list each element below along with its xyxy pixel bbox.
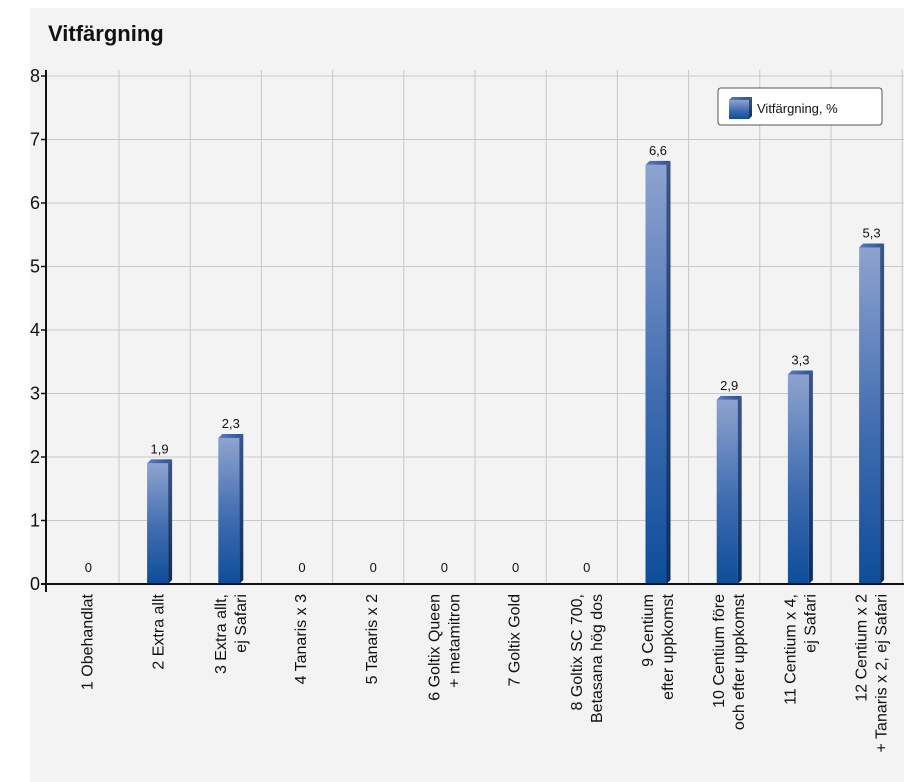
x-tick-label: 7 Goltix Gold [507, 594, 524, 686]
bar-top [859, 243, 885, 248]
bars-group: 0 1,9 2,3 0 0 0 0 0 6,6 2,9 3,3 5,3 [85, 143, 885, 584]
bar-side [168, 459, 173, 584]
bar-top [147, 459, 173, 464]
x-tick-text: 2 Extra allt [151, 593, 168, 669]
x-tick-line: + metamitron [446, 594, 463, 688]
x-tick-text: 4 Tanaris x 3 [293, 594, 310, 685]
x-tick-line: 8 Goltix SC 700, [569, 594, 586, 711]
bar [716, 395, 742, 584]
bar-top [218, 433, 244, 438]
x-tick-label: 9 Centium efter uppkomst [640, 593, 677, 699]
x-tick-line: ej Safari [233, 594, 250, 653]
y-tick-label: 5 [30, 257, 40, 277]
bar [147, 459, 173, 584]
y-tick-label: 3 [30, 384, 40, 404]
data-label: 2,9 [720, 378, 738, 393]
legend: Vitfärgning, % [717, 87, 883, 126]
data-label: 6,6 [649, 143, 667, 158]
x-tick-line: och efter uppkomst [731, 593, 748, 730]
x-tick-text: 9 Centium efter uppkomst [640, 593, 677, 699]
x-tick-line: 5 Tanaris x 2 [364, 594, 381, 685]
bar [859, 243, 885, 584]
x-tick-line: 4 Tanaris x 3 [293, 594, 310, 685]
x-tick-line: 1 Obehandlat [79, 593, 96, 690]
y-tick-label: 4 [30, 320, 40, 340]
data-label: 3,3 [791, 352, 809, 367]
bar [645, 160, 671, 584]
data-label: 2,3 [222, 416, 240, 431]
x-tick-line: 9 Centium [640, 594, 657, 667]
bar-front [859, 247, 881, 584]
x-tick-text: 5 Tanaris x 2 [364, 594, 381, 685]
bar-top [645, 160, 671, 165]
x-tick-line: ej Safari [802, 594, 819, 653]
x-tick-label: 4 Tanaris x 3 [293, 594, 310, 685]
x-tick-text: 12 Centium x 2 + Tanaris x 2, ej Safari [854, 594, 891, 753]
y-tick-label: 7 [30, 130, 40, 150]
x-tick-text: 7 Goltix Gold [507, 594, 524, 686]
x-tick-line: Betasana hög dos [589, 594, 606, 723]
data-label: 5,3 [863, 225, 881, 240]
data-label: 0 [298, 560, 305, 575]
x-tick-label: 11 Centium x 4, ej Safari [782, 594, 819, 705]
x-tick-label: 10 Centium före och efter uppkomst [711, 593, 748, 730]
x-tick-labels: 1 Obehandlat 2 Extra allt 3 Extra allt, ej … [79, 593, 890, 752]
x-tick-line: efter uppkomst [660, 593, 677, 699]
x-tick-text: 11 Centium x 4, ej Safari [782, 594, 819, 705]
data-label: 0 [583, 560, 590, 575]
bar-chart: Vitfärgning 01,92,30 0 0 0 06,62,93,35,3 012… [30, 21, 904, 752]
bar-front [218, 437, 240, 584]
bar-top [716, 395, 742, 400]
gridlines [46, 70, 904, 584]
x-tick-label: 8 Goltix SC 700, Betasana hög dos [569, 594, 606, 723]
bar-front [147, 463, 169, 584]
x-tick-label: 5 Tanaris x 2 [364, 594, 381, 685]
bar [787, 370, 813, 584]
x-tick-line: 11 Centium x 4, [782, 594, 799, 705]
chart-title: Vitfärgning [48, 21, 164, 46]
data-label: 0 [441, 560, 448, 575]
bar-front [645, 164, 667, 584]
bar-side [666, 160, 671, 584]
legend-swatch [729, 97, 752, 119]
legend-label: Vitfärgning, % [757, 101, 838, 116]
data-label: 0 [370, 560, 377, 575]
y-tick-label: 6 [30, 193, 40, 213]
x-tick-text: 8 Goltix SC 700, Betasana hög dos [569, 594, 606, 723]
x-tick-line: 3 Extra allt, [213, 594, 230, 674]
x-tick-label: 12 Centium x 2 + Tanaris x 2, ej Safari [854, 594, 891, 753]
x-tick-label: 3 Extra allt, ej Safari [213, 594, 250, 674]
bar-side [239, 433, 244, 584]
bar-front [787, 374, 809, 584]
y-tick-label: 2 [30, 447, 40, 467]
bar-top [787, 370, 813, 375]
y-tick-label: 8 [30, 66, 40, 86]
x-tick-label: 2 Extra allt [151, 593, 168, 669]
x-tick-text: 10 Centium före och efter uppkomst [711, 593, 748, 730]
bar-side [737, 395, 742, 584]
data-label: 0 [85, 560, 92, 575]
legend-box [717, 87, 883, 126]
bar [218, 433, 244, 584]
data-label: 0 [512, 560, 519, 575]
axes: 0 1 2 3 4 5 6 7 8 [30, 66, 904, 594]
x-tick-line: 2 Extra allt [151, 593, 168, 669]
x-tick-line: 12 Centium x 2 [854, 594, 871, 702]
x-tick-line: 10 Centium före [711, 594, 728, 708]
x-tick-line: + Tanaris x 2, ej Safari [874, 594, 891, 752]
data-label: 1,9 [151, 441, 169, 456]
y-tick-label: 1 [30, 511, 40, 531]
x-tick-text: 1 Obehandlat [79, 593, 96, 690]
x-tick-text: 6 Goltix Queen + metamitron [426, 594, 463, 701]
x-tick-text: 3 Extra allt, ej Safari [213, 594, 250, 674]
x-tick-label: 6 Goltix Queen + metamitron [426, 594, 463, 701]
bar-side [880, 243, 885, 584]
bar-side [808, 370, 813, 584]
x-tick-line: 7 Goltix Gold [507, 594, 524, 686]
x-tick-label: 1 Obehandlat [79, 593, 96, 690]
y-tick-label: 0 [30, 574, 40, 594]
bar-front [716, 399, 738, 584]
x-tick-line: 6 Goltix Queen [426, 594, 443, 701]
